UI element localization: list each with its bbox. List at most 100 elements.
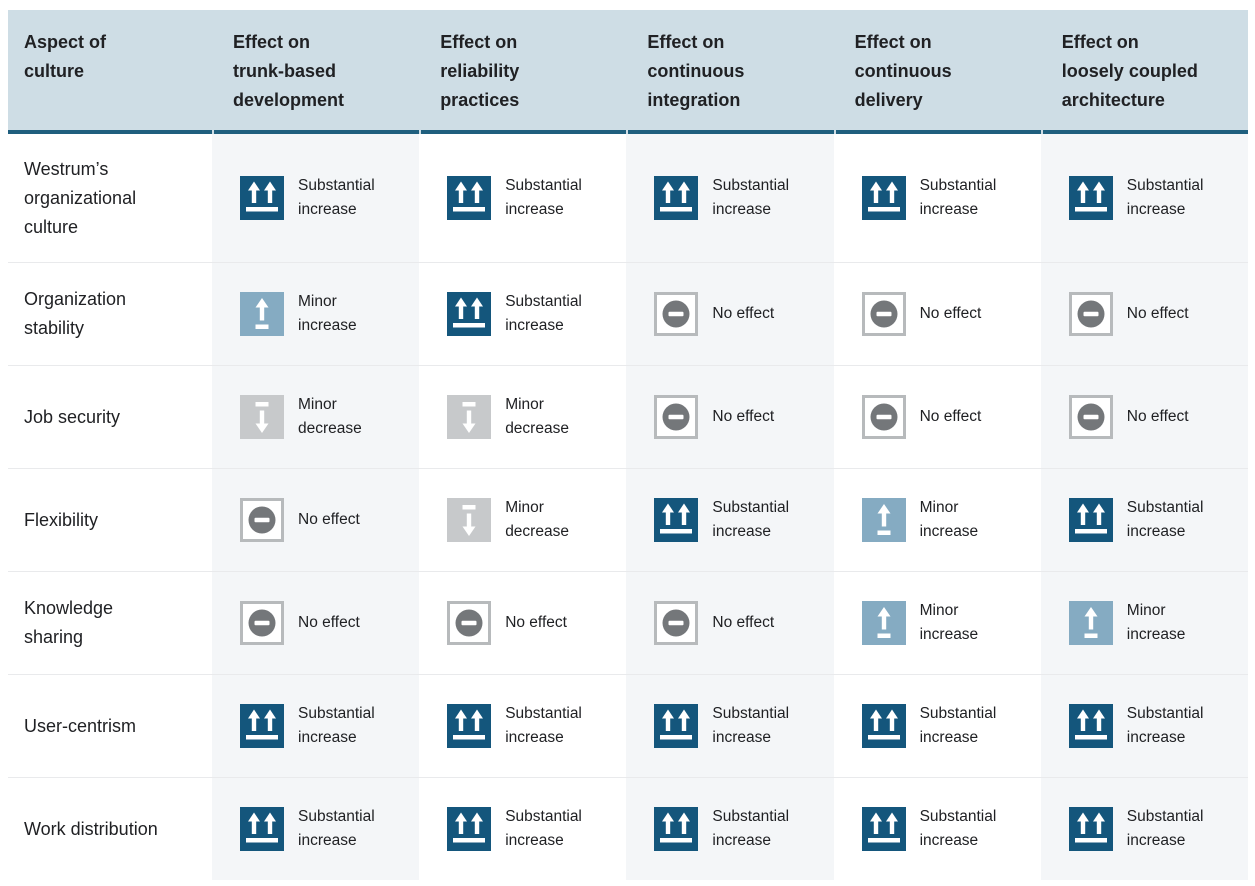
effect-label: No effect: [298, 614, 360, 631]
effect-indicator: Substantial increase: [654, 805, 789, 853]
effect-label: Substantial increase: [298, 177, 375, 218]
effect-label: No effect: [298, 511, 360, 528]
table-row: Organization stability Minor increase Su…: [8, 262, 1248, 365]
effect-cell: Substantial increase: [1040, 469, 1248, 571]
effect-label: Substantial increase: [712, 177, 790, 218]
substantial-increase-icon: [447, 807, 492, 851]
effect-label: No effect: [1126, 408, 1189, 425]
effect-cell: Minor decrease: [419, 366, 626, 468]
minor-decrease-icon: [240, 395, 284, 439]
effect-cell: Substantial increase: [419, 675, 626, 777]
effect-cell: Minor increase: [834, 572, 1041, 674]
substantial-increase-icon: [861, 176, 906, 220]
substantial-increase-icon: [447, 292, 492, 336]
row-label: Westrum’s organizational culture: [24, 158, 137, 237]
effect-cell: Substantial increase: [212, 778, 420, 880]
effect-label: Minor increase: [298, 293, 357, 334]
effect-label: Minor increase: [919, 602, 979, 643]
effect-label: No effect: [505, 614, 567, 631]
effect-indicator: No effect: [1068, 395, 1189, 439]
substantial-increase-icon: [861, 807, 906, 851]
effect-cell: No effect: [1040, 263, 1248, 365]
substantial-increase-icon: [240, 176, 284, 220]
no-effect-icon: [654, 395, 699, 439]
effect-cell: Minor increase: [834, 469, 1041, 571]
effect-label: Substantial increase: [1126, 499, 1204, 540]
effect-cell: Substantial increase: [419, 778, 626, 880]
effect-label: Substantial increase: [919, 705, 997, 746]
table-row: Westrum’s organizational culture Substan…: [8, 134, 1248, 262]
effect-cell: Minor increase: [212, 263, 420, 365]
substantial-increase-icon: [654, 176, 699, 220]
effect-indicator: No effect: [861, 395, 982, 439]
effect-cell: No effect: [834, 263, 1041, 365]
effect-indicator: Minor increase: [861, 599, 979, 647]
no-effect-icon: [240, 601, 284, 645]
row-label: Knowledge sharing: [24, 598, 114, 647]
column-header-loosely-coupled-architecture: Effect on loosely coupled architecture: [1061, 32, 1198, 110]
effect-label: No effect: [712, 305, 775, 322]
effect-cell: Minor increase: [1040, 572, 1248, 674]
minor-increase-icon: [1068, 601, 1113, 645]
minor-decrease-icon: [447, 395, 492, 439]
effect-label: No effect: [919, 408, 982, 425]
effect-cell: Substantial increase: [212, 675, 420, 777]
effect-indicator: Substantial increase: [240, 702, 375, 750]
effect-indicator: No effect: [240, 601, 360, 645]
effect-indicator: Substantial increase: [240, 805, 375, 853]
effect-label: Substantial increase: [919, 808, 997, 849]
table-row: User-centrism Substantial increase Subst…: [8, 674, 1248, 777]
effect-indicator: No effect: [240, 498, 360, 542]
effect-indicator: Substantial increase: [861, 702, 997, 750]
minor-increase-icon: [861, 601, 906, 645]
effect-cell: No effect: [626, 572, 834, 674]
effect-label: Minor increase: [1126, 602, 1186, 643]
effect-indicator: Substantial increase: [861, 805, 997, 853]
no-effect-icon: [240, 498, 284, 542]
effect-indicator: Substantial increase: [654, 174, 789, 222]
table-row: Job security Minor decrease Minor decrea…: [8, 365, 1248, 468]
column-header-continuous-delivery: Effect on continuous delivery: [854, 32, 952, 110]
substantial-increase-icon: [654, 498, 699, 542]
column-header-reliability-practices: Effect on reliability practices: [440, 32, 520, 110]
substantial-increase-icon: [654, 704, 699, 748]
effect-label: Substantial increase: [505, 293, 582, 334]
substantial-increase-icon: [861, 704, 906, 748]
effect-indicator: Minor decrease: [447, 496, 569, 544]
effect-indicator: No effect: [861, 292, 982, 336]
table-header: Aspect of culture Effect on trunk-based d…: [8, 10, 1248, 134]
effect-label: No effect: [919, 305, 982, 322]
minor-increase-icon: [240, 292, 284, 336]
substantial-increase-icon: [447, 176, 492, 220]
effect-cell: Substantial increase: [419, 263, 626, 365]
substantial-increase-icon: [240, 704, 284, 748]
no-effect-icon: [447, 601, 492, 645]
effect-cell: Minor decrease: [212, 366, 420, 468]
effect-cell: Substantial increase: [1040, 778, 1248, 880]
no-effect-icon: [861, 395, 906, 439]
substantial-increase-icon: [240, 807, 284, 851]
no-effect-icon: [861, 292, 906, 336]
effect-indicator: Minor increase: [861, 496, 979, 544]
header-border-segment: [421, 130, 627, 134]
table-row: Knowledge sharing No effect No effect No…: [8, 571, 1248, 674]
effect-label: Substantial increase: [1126, 705, 1204, 746]
column-header-trunk-based-development: Effect on trunk-based development: [233, 32, 345, 110]
effect-cell: No effect: [212, 469, 420, 571]
effect-cell: No effect: [212, 572, 420, 674]
effect-cell: Substantial increase: [626, 469, 834, 571]
effect-indicator: Substantial increase: [447, 290, 582, 338]
effect-cell: Substantial increase: [212, 134, 420, 262]
minor-increase-icon: [861, 498, 906, 542]
effect-label: Substantial increase: [712, 705, 790, 746]
effect-cell: No effect: [419, 572, 626, 674]
effect-cell: Substantial increase: [626, 675, 834, 777]
column-header-continuous-integration: Effect on continuous integration: [647, 32, 745, 110]
row-label: Organization stability: [24, 289, 127, 338]
effect-label: Minor increase: [919, 499, 979, 540]
effect-indicator: Minor decrease: [240, 393, 362, 441]
effect-label: No effect: [712, 614, 775, 631]
effect-label: Minor decrease: [505, 396, 569, 437]
effect-cell: No effect: [834, 366, 1041, 468]
